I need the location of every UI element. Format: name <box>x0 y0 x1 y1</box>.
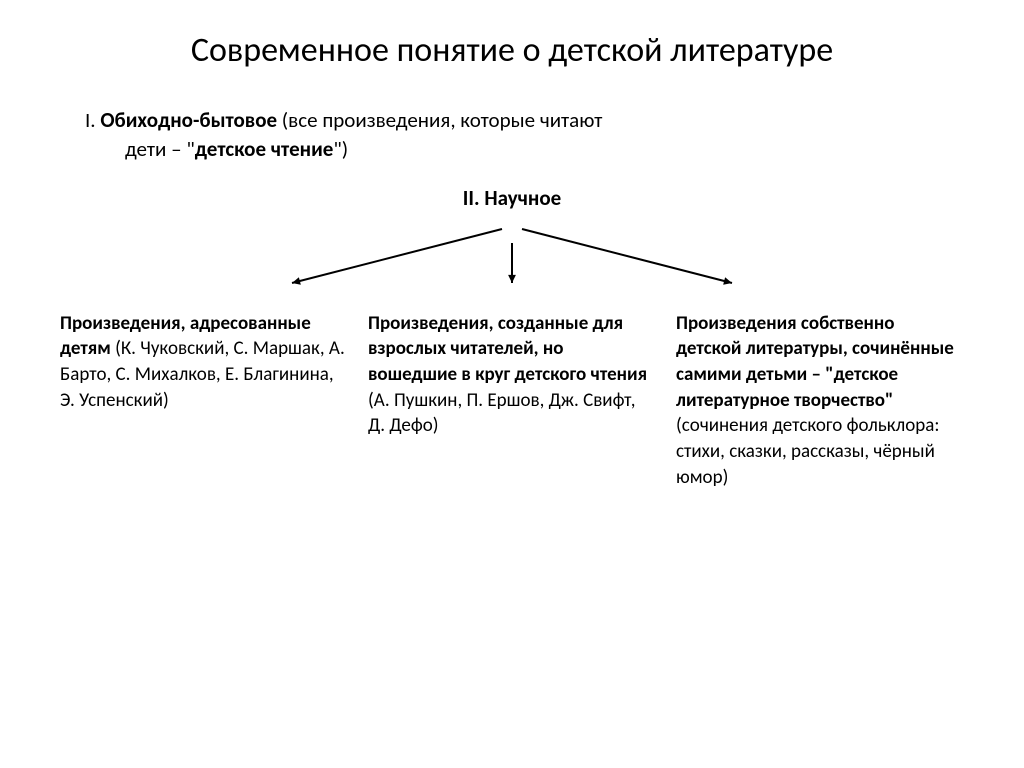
columns-row: Произведения, адресованные детям (К. Чук… <box>50 311 974 490</box>
section-two-label: II. Научное <box>50 185 974 211</box>
column-center-rest: (А. Пушкин, П. Ершов, Дж. Свифт, Д. Дефо… <box>368 389 635 438</box>
column-center: Произведения, созданные для взрослых чит… <box>368 311 656 490</box>
page-title: Современное понятие о детской литературе <box>50 30 974 71</box>
column-right-bold: Произведения собственно детской литерату… <box>676 312 954 412</box>
section-one-rest1: (все произведения, которые читают <box>277 107 602 133</box>
section-one-line1: I. Обиходно-бытовое (все произведения, к… <box>85 106 974 135</box>
section-one-label: Обиходно-бытовое <box>100 107 277 133</box>
section-one-line2-prefix: дети – " <box>125 136 195 162</box>
section-one-line2: дети – "детское чтение") <box>85 135 974 164</box>
column-right-rest: (сочинения детского фольклора: стихи, ск… <box>676 414 939 488</box>
column-right: Произведения собственно детской литерату… <box>676 311 964 490</box>
arrows-container <box>50 221 974 301</box>
column-left: Произведения, адресованные детям (К. Чук… <box>60 311 348 490</box>
section-one: I. Обиходно-бытовое (все произведения, к… <box>85 106 974 165</box>
column-center-bold: Произведения, созданные для взрослых чит… <box>368 312 647 386</box>
section-one-line2-suffix: ") <box>333 136 348 162</box>
section-one-prefix: I. <box>85 107 100 133</box>
arrows-svg <box>212 221 812 301</box>
section-one-line2-bold: детское чтение <box>195 136 334 162</box>
